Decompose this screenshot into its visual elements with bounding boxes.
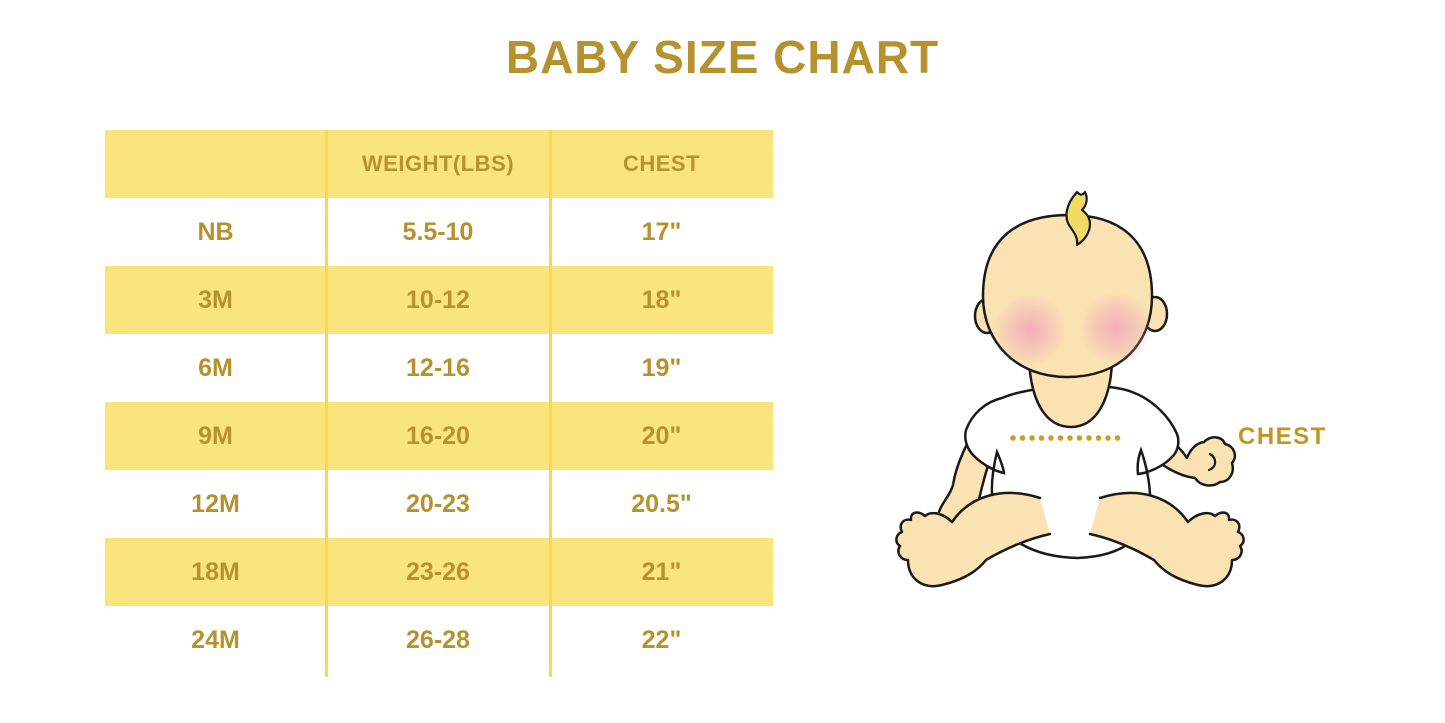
chest-cell: 18"	[641, 285, 682, 314]
page-title: BABY SIZE CHART	[505, 31, 940, 83]
baby-leg-right	[1090, 492, 1244, 587]
header-weight: WEIGHT(LBS)	[361, 151, 515, 176]
chest-cell: 22"	[641, 625, 682, 654]
weight-cell: 10-12	[406, 285, 470, 314]
weight-cell: 26-28	[406, 625, 470, 654]
size-cell: NB	[197, 217, 234, 246]
column-divider	[325, 130, 328, 677]
baby-leg-right-outline	[1088, 491, 1245, 588]
table-row: 3M 10-12 18"	[105, 266, 773, 334]
weight-cell: 20-23	[406, 489, 470, 518]
chest-cell: 19"	[641, 353, 682, 382]
baby-leg-left-outline	[895, 491, 1052, 588]
chest-measure-label: CHEST	[1238, 423, 1327, 450]
baby-thumb-line	[1207, 452, 1217, 472]
table-row: 12M 20-23 20.5"	[105, 470, 773, 538]
chest-cell: 20.5"	[631, 489, 692, 518]
chest-cell: 17"	[641, 217, 682, 246]
column-divider	[549, 130, 552, 677]
size-cell: 12M	[191, 489, 240, 518]
size-cell: 24M	[191, 625, 240, 654]
size-cell: 18M	[191, 557, 240, 586]
size-table: WEIGHT(LBS) CHEST NB 5.5-10 17" 3M 10-12…	[105, 130, 773, 677]
size-cell: 9M	[198, 421, 233, 450]
weight-cell: 5.5-10	[402, 217, 474, 246]
baby-cheek-left	[994, 294, 1066, 366]
table-row: NB 5.5-10 17"	[105, 198, 773, 266]
baby-leg-left	[896, 492, 1050, 587]
baby-cheek-right	[1080, 292, 1152, 364]
baby-hair-curl	[1065, 190, 1092, 247]
size-cell: 6M	[198, 353, 233, 382]
table-header-row: WEIGHT(LBS) CHEST	[105, 130, 773, 198]
chest-cell: 21"	[641, 557, 682, 586]
size-cell: 3M	[198, 285, 233, 314]
weight-cell: 23-26	[406, 557, 470, 586]
table-row: 24M 26-28 22"	[105, 606, 773, 674]
baby-illustration	[895, 190, 1245, 588]
weight-cell: 16-20	[406, 421, 470, 450]
table-row: 18M 23-26 21"	[105, 538, 773, 606]
weight-cell: 12-16	[406, 353, 470, 382]
table-row: 9M 16-20 20"	[105, 402, 773, 470]
chest-cell: 20"	[641, 421, 682, 450]
table-row: 6M 12-16 19"	[105, 334, 773, 402]
header-chest: CHEST	[622, 151, 701, 176]
